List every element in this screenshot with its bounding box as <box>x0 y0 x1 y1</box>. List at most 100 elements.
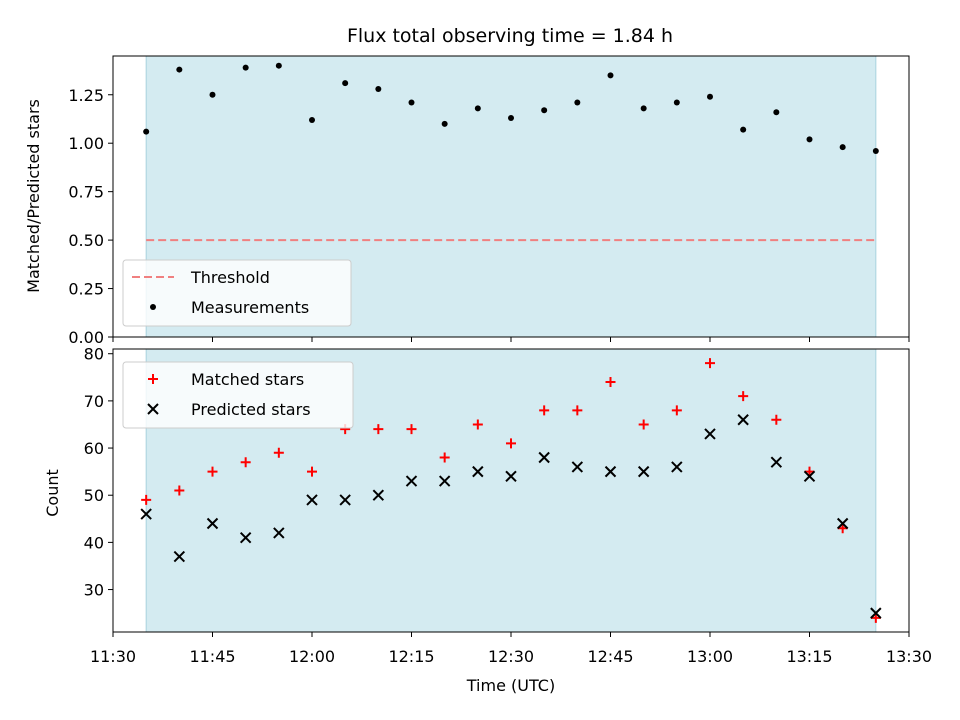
top-y-tick-label: 0.50 <box>68 231 104 250</box>
measurement-point <box>342 80 349 87</box>
chart-title: Flux total observing time = 1.84 h <box>347 25 673 47</box>
matched-stars-point <box>273 447 284 458</box>
predicted-stars-point <box>637 465 650 478</box>
bottom-y-axis-label: Count <box>43 469 62 517</box>
measurement-point <box>309 116 315 123</box>
x-tick-label: 12:00 <box>289 647 335 666</box>
measurement-point <box>176 66 183 73</box>
top-y-tick-label: 1.25 <box>68 86 104 105</box>
top-y-tick-label: 0.75 <box>68 183 104 202</box>
matched-stars-point <box>539 405 550 416</box>
x-tick-label: 13:15 <box>786 647 832 666</box>
predicted-stars-point <box>206 517 219 530</box>
matched-stars-point <box>506 438 516 449</box>
legend-measurements-label: Measurements <box>191 298 309 317</box>
measurement-point <box>640 105 647 112</box>
matched-stars-point <box>439 452 450 463</box>
predicted-stars-point <box>505 470 517 483</box>
matched-stars-point <box>406 424 417 435</box>
matched-stars-point <box>307 466 317 477</box>
bottom-y-tick-label: 70 <box>84 392 104 411</box>
measurement-point <box>508 115 514 122</box>
measurement-point <box>673 99 680 106</box>
measurement-point <box>872 147 879 154</box>
bottom-y-tick-label: 60 <box>84 439 104 458</box>
bottom-y-tick-label: 40 <box>84 533 104 552</box>
predicted-stars-point <box>770 456 783 468</box>
measurement-point <box>740 126 747 133</box>
measurement-point <box>375 85 382 92</box>
measurement-point <box>607 72 614 79</box>
predicted-stars-point <box>604 465 617 478</box>
predicted-stars-point <box>538 451 550 464</box>
matched-stars-point <box>472 419 483 430</box>
measurement-point <box>839 144 846 151</box>
matched-stars-point <box>373 424 384 435</box>
predicted-stars-point <box>405 475 418 487</box>
matched-stars-point <box>638 419 649 430</box>
measurement-point <box>408 99 415 106</box>
predicted-stars-point <box>273 527 285 539</box>
legend-predicted-label: Predicted stars <box>191 400 311 419</box>
predicted-stars-point <box>803 470 816 483</box>
x-tick-label: 13:30 <box>886 647 932 666</box>
matched-stars-point <box>671 405 682 416</box>
matched-stars-point <box>738 391 749 402</box>
predicted-stars-point <box>140 508 152 520</box>
legend-matched-swatch <box>148 374 158 384</box>
legend-measurements-swatch <box>150 304 156 310</box>
predicted-stars-point <box>306 494 318 506</box>
measurement-point <box>707 93 713 100</box>
predicted-stars-point <box>438 475 451 487</box>
x-axis-label: Time (UTC) <box>466 676 555 695</box>
predicted-stars-point <box>704 428 716 440</box>
matched-stars-point <box>141 494 152 505</box>
matched-stars-point <box>207 466 218 477</box>
measurement-point <box>275 62 282 69</box>
x-tick-label: 12:30 <box>488 647 534 666</box>
matched-stars-point <box>174 485 185 496</box>
measurement-point <box>441 120 448 127</box>
predicted-stars-point <box>870 607 882 619</box>
top-legend-box <box>122 259 352 327</box>
measurement-point <box>242 64 249 71</box>
matched-stars-point <box>705 358 715 369</box>
x-tick-label: 11:45 <box>189 647 235 666</box>
x-tick-label: 11:30 <box>90 647 136 666</box>
legend-threshold-label: Threshold <box>190 268 270 287</box>
predicted-stars-point <box>239 531 252 544</box>
top-y-tick-label: 1.00 <box>68 134 104 153</box>
measurement-point <box>773 109 780 116</box>
measurement-point <box>541 107 548 114</box>
bottom-y-tick-label: 30 <box>84 581 104 600</box>
predicted-stars-point <box>472 465 484 478</box>
predicted-stars-point <box>737 414 749 426</box>
top-y-tick-label: 0.25 <box>68 280 104 299</box>
matched-stars-point <box>605 377 616 388</box>
measurement-point <box>143 128 150 135</box>
predicted-stars-point <box>372 489 385 501</box>
x-tick-label: 12:45 <box>587 647 633 666</box>
measurement-point <box>574 99 581 106</box>
matched-stars-point <box>572 405 583 416</box>
bottom-panel: 30 40 50 60 70 80 11:30 11:45 12:00 12:15 12:30 12:… <box>84 345 932 666</box>
measurement-point <box>806 136 813 143</box>
bottom-y-tick-label: 80 <box>84 345 104 364</box>
bottom-legend-box <box>122 361 354 429</box>
legend-predicted-swatch <box>147 403 159 415</box>
measurement-point <box>474 105 481 112</box>
top-panel: 0.00 0.25 0.50 0.75 1.00 1.25 Threshold Measure… <box>68 55 910 347</box>
matched-stars-point <box>771 414 782 425</box>
x-tick-label: 12:15 <box>388 647 434 666</box>
matched-stars-point <box>240 457 251 468</box>
predicted-stars-point <box>836 517 849 530</box>
predicted-stars-point <box>571 461 584 473</box>
predicted-stars-point <box>173 550 186 563</box>
x-tick-label: 13:00 <box>687 647 733 666</box>
predicted-stars-point <box>671 461 683 473</box>
predicted-stars-point <box>339 494 351 506</box>
legend-matched-label: Matched stars <box>191 370 304 389</box>
top-y-axis-label: Matched/Predicted stars <box>24 99 43 293</box>
bottom-y-tick-label: 50 <box>84 486 104 505</box>
